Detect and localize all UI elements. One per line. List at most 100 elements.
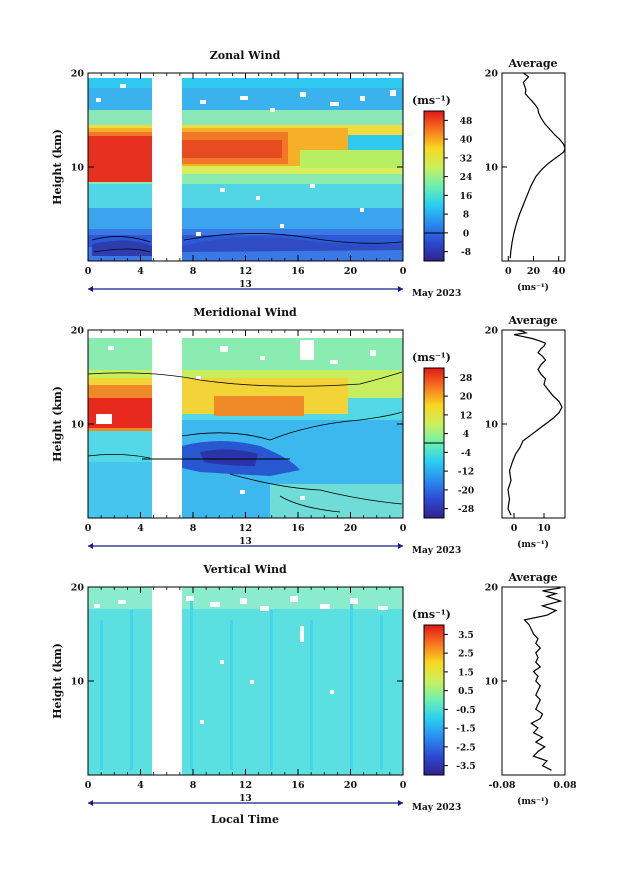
y-axis-label: Height (km) bbox=[51, 129, 64, 205]
avg-x-tick-label: 0.08 bbox=[553, 780, 577, 791]
avg-y-tick-label: 20 bbox=[485, 69, 499, 80]
avg-x-tick-label: 40 bbox=[552, 266, 566, 277]
day-span-arrow-left bbox=[88, 800, 93, 806]
panel-title: Vertical Wind bbox=[202, 563, 287, 576]
avg-x-tick-label: 0 bbox=[511, 523, 518, 534]
x-tick-label: 4 bbox=[137, 266, 144, 277]
x-tick-label: 20 bbox=[344, 780, 358, 791]
colorbar-tick-label: 3.5 bbox=[458, 631, 474, 641]
colorbar-tick-label: 28 bbox=[460, 374, 473, 384]
avg-x-tick-label: 20 bbox=[527, 266, 541, 277]
y-tick-label: 10 bbox=[71, 677, 85, 688]
x-tick-label: 0 bbox=[400, 780, 407, 791]
colorbar-tick-label: -4 bbox=[461, 449, 471, 459]
heatmap-meridional bbox=[87, 330, 403, 518]
colorbar-tick-label: 20 bbox=[460, 393, 473, 403]
panel-vertical: Vertical Wind bbox=[87, 563, 404, 776]
colorbar-unit-label: (ms⁻¹) bbox=[412, 94, 451, 107]
colorbar-tick-label: -12 bbox=[458, 468, 474, 478]
x-tick-label: 0 bbox=[400, 523, 407, 534]
day-span-arrow-right bbox=[398, 543, 403, 549]
panel-meridional: Meridional Wind bbox=[87, 306, 404, 519]
colorbar-tick-label: -3.5 bbox=[456, 762, 475, 772]
avg-x-tick-label: 0 bbox=[505, 266, 512, 277]
colorbar-tick-label: -28 bbox=[458, 505, 474, 515]
colorbar-tick-label: 40 bbox=[460, 136, 473, 146]
y-tick-label: 10 bbox=[71, 420, 85, 431]
day-span-arrow-right bbox=[398, 286, 403, 292]
avg-y-tick-label: 20 bbox=[485, 326, 499, 337]
day-span-arrow-left bbox=[88, 286, 93, 292]
day-label: 13 bbox=[239, 280, 252, 290]
heatmap-zonal bbox=[88, 73, 403, 261]
colorbar-tick-label: -0.5 bbox=[456, 706, 475, 716]
avg-unit-label: (ms⁻¹) bbox=[517, 539, 549, 550]
x-tick-label: 16 bbox=[291, 523, 305, 534]
colorbar-tick-label: 2.5 bbox=[458, 650, 474, 660]
day-span-arrow-left bbox=[88, 543, 93, 549]
colorbar-tick-label: 32 bbox=[460, 154, 473, 164]
colorbar-tick-label: 8 bbox=[463, 211, 469, 221]
panel-title: Meridional Wind bbox=[193, 306, 297, 319]
x-tick-label: 0 bbox=[85, 523, 92, 534]
avg-title: Average bbox=[507, 571, 557, 584]
avg-x-tick-label: 10 bbox=[537, 523, 551, 534]
x-tick-label: 8 bbox=[190, 266, 197, 277]
x-tick-label: 4 bbox=[137, 780, 144, 791]
avg-x-tick-label: -0.08 bbox=[488, 780, 515, 791]
colorbar-tick-label: -1.5 bbox=[456, 725, 475, 735]
y-tick-label: 20 bbox=[71, 326, 85, 337]
avg-y-tick-label: 10 bbox=[485, 677, 499, 688]
avg-profile-line bbox=[509, 72, 566, 259]
colorbar-tick-label: -8 bbox=[461, 248, 471, 258]
avg-y-tick-label: 20 bbox=[485, 583, 499, 594]
y-tick-label: 10 bbox=[71, 163, 85, 174]
avg-profile-line bbox=[507, 329, 563, 516]
x-tick-label: 12 bbox=[239, 523, 252, 534]
x-tick-label: 0 bbox=[400, 266, 407, 277]
date-label: May 2023 bbox=[412, 546, 461, 556]
avg-panel-vertical: Average (ms⁻¹) bbox=[501, 571, 566, 807]
x-tick-label: 4 bbox=[137, 523, 144, 534]
panel-title: Zonal Wind bbox=[210, 49, 281, 62]
y-tick-label: 20 bbox=[71, 69, 85, 80]
avg-profile-line bbox=[523, 587, 563, 771]
y-tick-label: 20 bbox=[71, 583, 85, 594]
colorbar-zonal bbox=[423, 110, 445, 262]
avg-y-tick-label: 10 bbox=[485, 163, 499, 174]
avg-panel-meridional: Average (ms⁻¹) bbox=[501, 314, 566, 550]
avg-unit-label: (ms⁻¹) bbox=[517, 282, 549, 293]
avg-unit-label: (ms⁻¹) bbox=[517, 796, 549, 807]
avg-title: Average bbox=[507, 57, 557, 70]
avg-y-tick-label: 10 bbox=[485, 420, 499, 431]
colorbar-tick-label: 4 bbox=[463, 430, 469, 440]
colorbar-tick-label: -20 bbox=[458, 486, 474, 496]
colorbar-tick-label: 48 bbox=[460, 117, 473, 127]
date-label: May 2023 bbox=[412, 803, 461, 813]
x-tick-label: 16 bbox=[291, 780, 305, 791]
colorbar-tick-label: 0.5 bbox=[458, 687, 474, 697]
y-axis-label: Height (km) bbox=[51, 643, 64, 719]
x-tick-label: 8 bbox=[190, 523, 197, 534]
x-tick-label: 16 bbox=[291, 266, 305, 277]
colorbar-tick-label: 1.5 bbox=[458, 668, 474, 678]
x-tick-label: 8 bbox=[190, 780, 197, 791]
colorbar-tick-label: 24 bbox=[460, 173, 473, 183]
avg-title: Average bbox=[507, 314, 557, 327]
colorbar-tick-label: 12 bbox=[460, 411, 473, 421]
x-tick-label: 20 bbox=[344, 266, 358, 277]
colorbar-meridional bbox=[423, 367, 445, 519]
colorbar-vertical bbox=[423, 624, 445, 776]
colorbar-unit-label: (ms⁻¹) bbox=[412, 351, 451, 364]
x-tick-label: 20 bbox=[344, 523, 358, 534]
date-label: May 2023 bbox=[412, 289, 461, 299]
panel-zonal: Zonal Wind bbox=[87, 49, 404, 262]
colorbar-tick-label: 16 bbox=[460, 192, 473, 202]
colorbar-tick-label: -2.5 bbox=[456, 743, 475, 753]
x-tick-label: 0 bbox=[85, 780, 92, 791]
heatmap-vertical bbox=[88, 587, 403, 775]
x-tick-label: 12 bbox=[239, 780, 252, 791]
day-span-arrow-right bbox=[398, 800, 403, 806]
